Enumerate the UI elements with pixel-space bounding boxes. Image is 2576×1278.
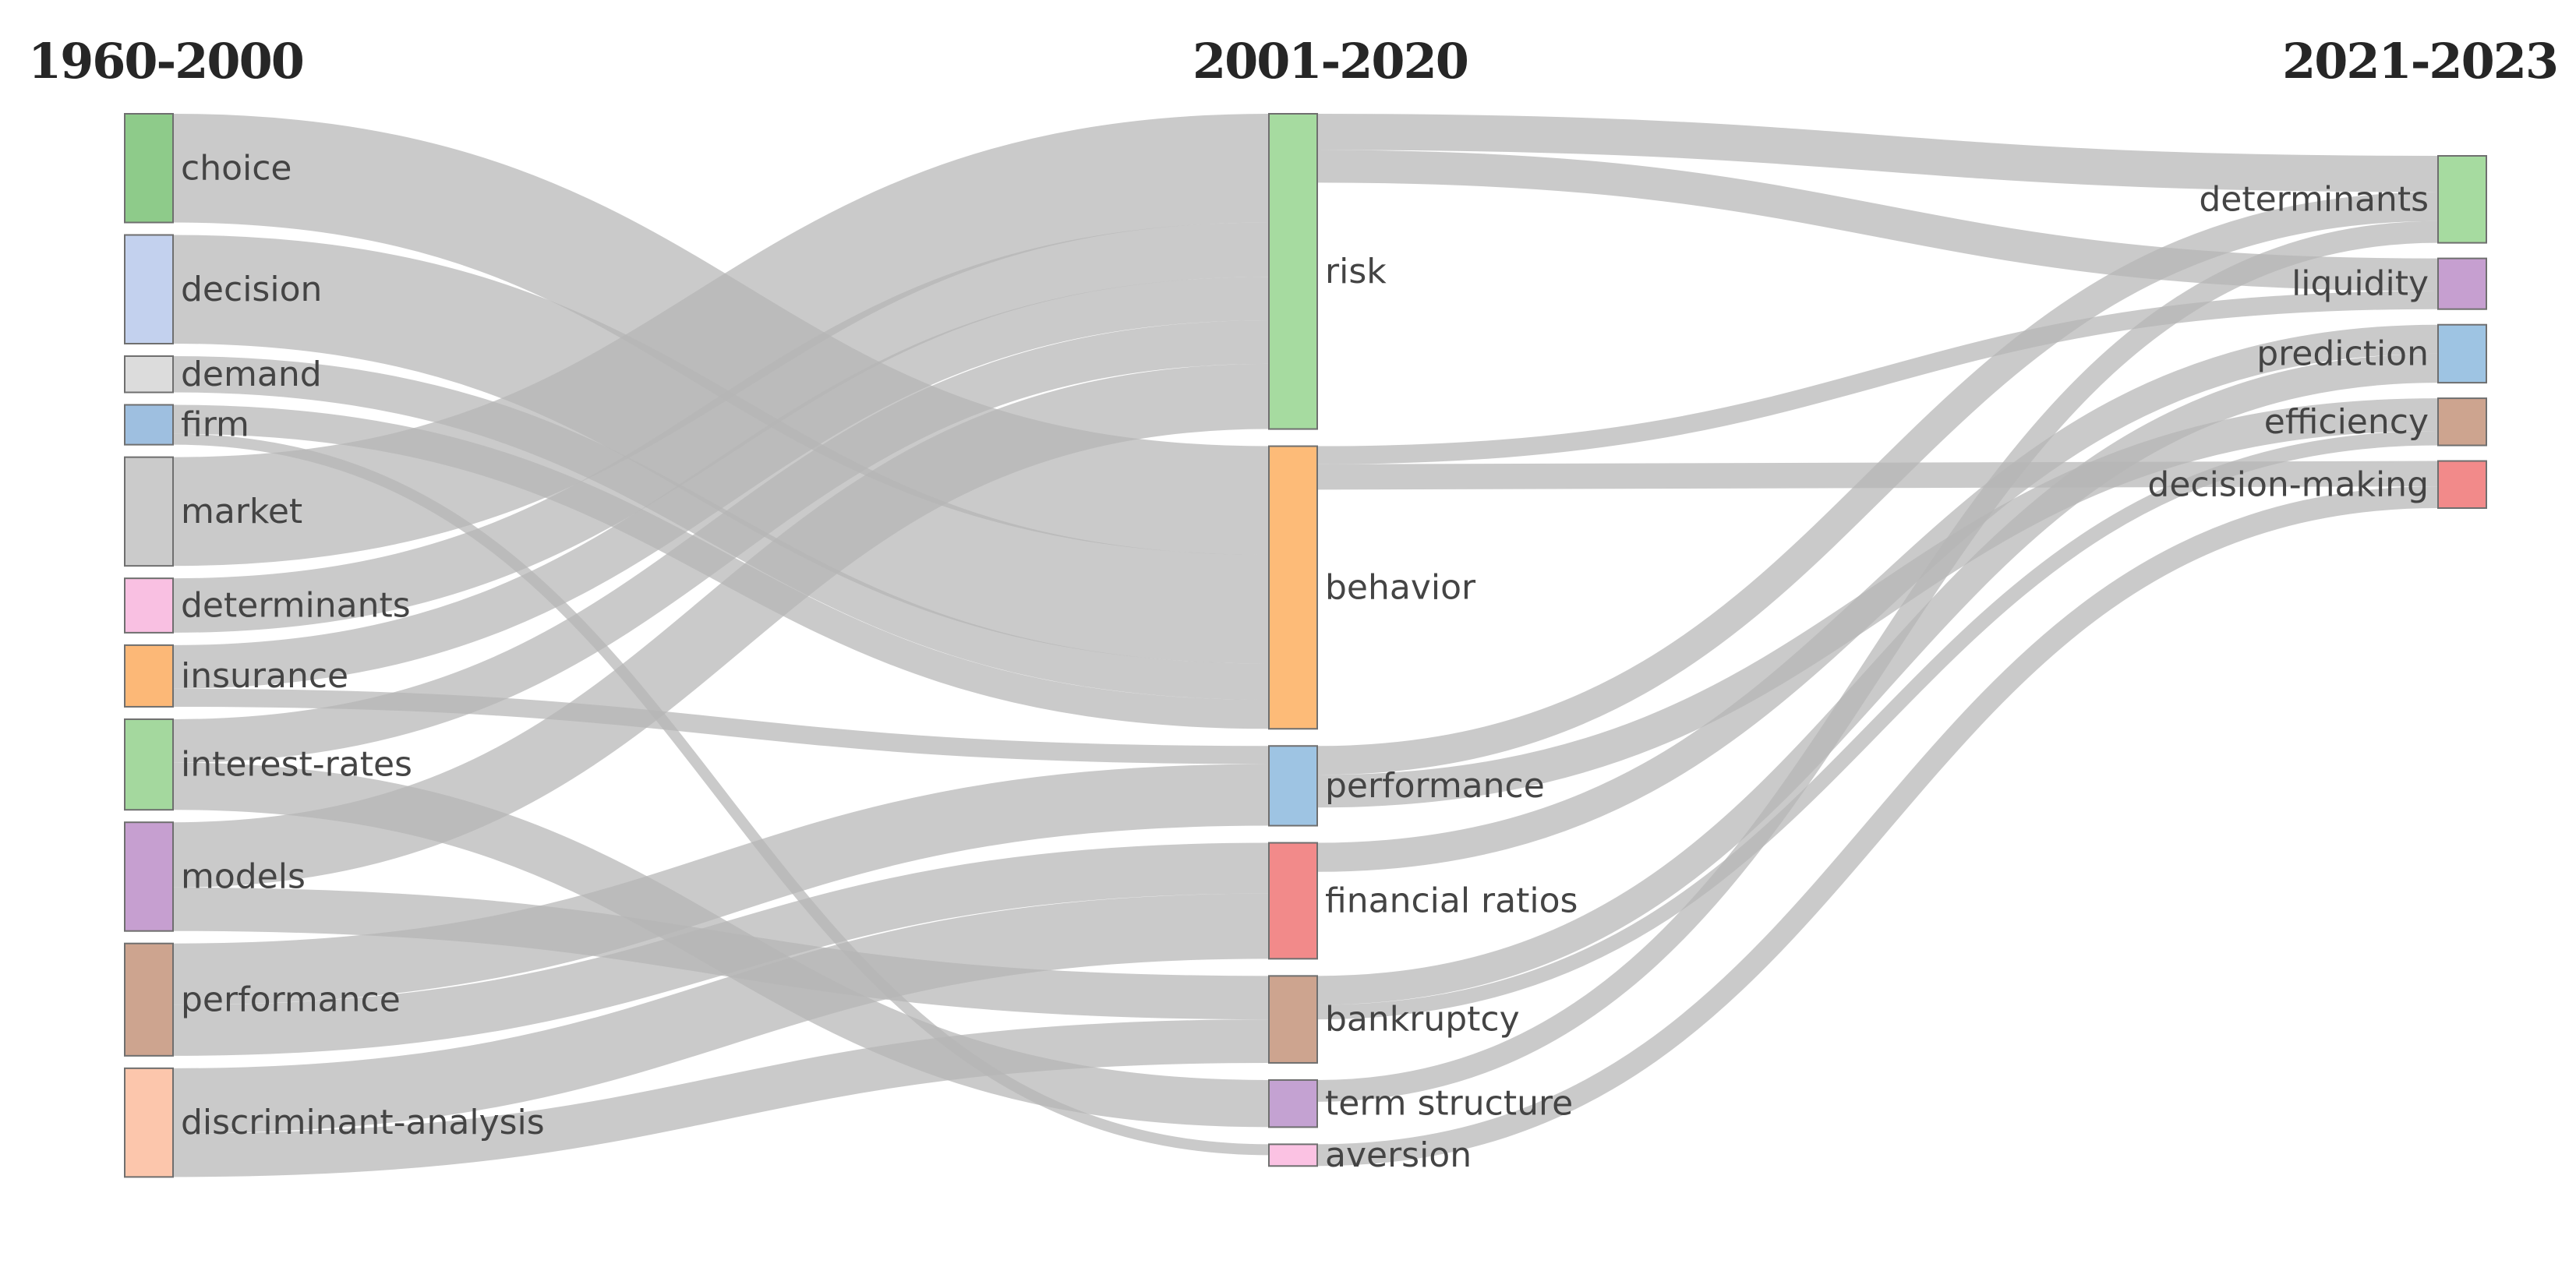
node-label-c2_liquidity: liquidity	[2292, 264, 2429, 304]
node-c1_performance[interactable]	[1268, 745, 1318, 827]
link-c1_term-to-c2_determinants	[1316, 221, 2439, 1102]
node-label-c0_choice: choice	[181, 148, 292, 188]
link-c0_performance-to-c1_performance	[172, 764, 1270, 1005]
node-c2_efficiency[interactable]	[2437, 397, 2487, 447]
node-c1_ratios[interactable]	[1268, 842, 1318, 960]
node-c0_determinants[interactable]	[124, 577, 174, 634]
node-label-c0_decision: decision	[181, 270, 322, 309]
node-label-c0_performance: performance	[181, 980, 401, 1019]
node-c2_liquidity[interactable]	[2437, 257, 2487, 310]
link-c0_discriminant-to-c1_bankruptcy	[172, 1019, 1270, 1177]
link-c0_discriminant-to-c1_ratios	[172, 893, 1270, 1134]
node-c0_demand[interactable]	[124, 355, 174, 394]
node-label-c0_demand: demand	[181, 355, 322, 394]
node-label-c2_decision: decision-making	[2147, 464, 2429, 504]
node-c1_behavior[interactable]	[1268, 445, 1318, 730]
link-c0_performance-to-c1_ratios	[172, 842, 1270, 1056]
node-c2_determinants[interactable]	[2437, 155, 2487, 244]
node-label-c1_behavior: behavior	[1325, 567, 1476, 607]
node-c0_insurance[interactable]	[124, 644, 174, 708]
link-c0_interest-to-c1_risk	[172, 320, 1270, 763]
node-c0_firm[interactable]	[124, 404, 174, 446]
node-c0_models[interactable]	[124, 821, 174, 932]
node-c2_decision[interactable]	[2437, 460, 2487, 509]
node-label-c2_determinants: determinants	[2199, 179, 2429, 219]
period-header-1960-2000: 1960-2000	[28, 33, 305, 90]
node-label-c0_insurance: insurance	[181, 656, 348, 696]
node-c1_risk[interactable]	[1268, 113, 1318, 430]
links-layer	[172, 114, 2439, 1177]
link-c0_insurance-to-c1_risk	[172, 277, 1270, 689]
node-label-c1_bankruptcy: bankruptcy	[1325, 1000, 1520, 1040]
link-c1_risk-to-c2_liquidity	[1316, 150, 2439, 291]
node-label-c2_efficiency: efficiency	[2264, 402, 2429, 442]
link-c1_aversion-to-c2_decision	[1316, 486, 2439, 1167]
link-c1_bankruptcy-to-c2_efficiency	[1316, 430, 2439, 1020]
node-label-c0_market: market	[181, 492, 302, 531]
node-label-c1_ratios: financial ratios	[1325, 881, 1578, 920]
node-c1_aversion[interactable]	[1268, 1143, 1318, 1167]
node-label-c1_performance: performance	[1325, 766, 1545, 806]
node-c0_performance[interactable]	[124, 942, 174, 1057]
node-c0_choice[interactable]	[124, 113, 174, 224]
node-c0_market[interactable]	[124, 456, 174, 567]
link-c0_determinants-to-c1_risk	[172, 222, 1270, 633]
node-c0_discriminant[interactable]	[124, 1067, 174, 1178]
period-header-2021-2023: 2021-2023	[2282, 33, 2559, 90]
link-c1_behavior-to-c2_liquidity	[1316, 291, 2439, 464]
node-c1_bankruptcy[interactable]	[1268, 975, 1318, 1064]
period-header-2001-2020: 2001-2020	[1193, 33, 1469, 90]
node-label-c0_discriminant: discriminant-analysis	[181, 1103, 545, 1142]
link-c1_risk-to-c2_determinants	[1316, 114, 2439, 192]
node-label-c1_term: term structure	[1325, 1084, 1573, 1124]
node-label-c1_aversion: aversion	[1325, 1135, 1472, 1175]
node-c2_prediction[interactable]	[2437, 323, 2487, 384]
node-label-c0_models: models	[181, 856, 306, 896]
node-c0_decision[interactable]	[124, 234, 174, 344]
link-c0_market-to-c1_risk	[172, 114, 1270, 567]
node-label-c0_determinants: determinants	[181, 586, 411, 626]
node-label-c2_prediction: prediction	[2256, 334, 2429, 373]
node-c1_term[interactable]	[1268, 1079, 1318, 1128]
node-c0_interest[interactable]	[124, 718, 174, 811]
node-label-c0_firm: firm	[181, 405, 249, 445]
link-c0_models-to-c1_risk	[172, 363, 1270, 888]
nodes-layer: choice decision demand firm market determinan…	[124, 113, 2487, 1178]
node-label-c1_risk: risk	[1325, 252, 1387, 291]
link-c1_performance-to-c2_determinants	[1316, 192, 2439, 775]
link-c1_ratios-to-c2_prediction	[1316, 324, 2439, 872]
node-label-c0_interest: interest-rates	[181, 745, 412, 785]
